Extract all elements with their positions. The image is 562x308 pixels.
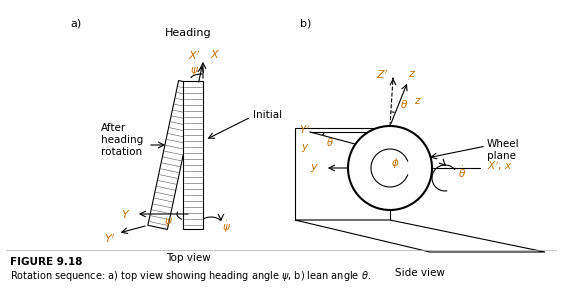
Text: $y$: $y$ (310, 162, 319, 174)
Text: Side view: Side view (395, 268, 445, 278)
Text: b): b) (300, 18, 311, 28)
Text: After
heading
rotation: After heading rotation (101, 124, 143, 156)
Text: $\dot{\theta}$: $\dot{\theta}$ (458, 164, 466, 180)
Text: Rotation sequence: a) top view showing heading angle $\psi$, b) lean angle $\the: Rotation sequence: a) top view showing h… (10, 269, 371, 283)
Text: $Z'$: $Z'$ (375, 67, 388, 80)
Text: $X'$: $X'$ (188, 49, 201, 62)
Text: $\psi$: $\psi$ (165, 216, 174, 228)
Text: $X$: $X$ (210, 48, 220, 60)
Polygon shape (295, 220, 545, 252)
Polygon shape (295, 128, 390, 220)
Text: $y$: $y$ (301, 142, 309, 154)
Text: FIGURE 9.18: FIGURE 9.18 (10, 257, 83, 267)
Text: $z$: $z$ (408, 69, 416, 79)
Text: $\psi$: $\psi$ (190, 65, 199, 77)
Text: $Y$: $Y$ (121, 208, 131, 220)
Text: $z$: $z$ (414, 96, 422, 106)
Text: a): a) (70, 18, 81, 28)
Text: $\theta$: $\theta$ (400, 98, 408, 110)
Text: Initial: Initial (253, 110, 282, 120)
Text: Wheel
plane: Wheel plane (487, 139, 520, 161)
Text: $\dot{\psi}$: $\dot{\psi}$ (223, 219, 232, 235)
Text: Heading: Heading (165, 28, 211, 38)
Text: $Y'$: $Y'$ (104, 232, 116, 245)
Text: Top view: Top view (166, 253, 210, 263)
Text: $X',\, x$: $X',\, x$ (487, 159, 513, 173)
Text: $\theta$: $\theta$ (326, 136, 334, 148)
Ellipse shape (348, 126, 432, 210)
Text: $\phi$: $\phi$ (391, 156, 399, 170)
Text: $Y'$: $Y'$ (300, 124, 311, 136)
Bar (183, 81, 203, 229)
Polygon shape (148, 80, 198, 229)
